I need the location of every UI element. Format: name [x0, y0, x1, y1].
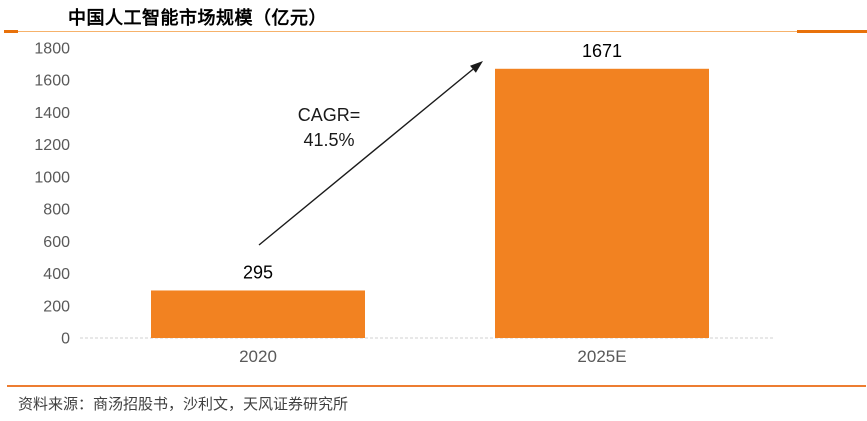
bar-2025E	[495, 68, 709, 339]
bar-2020	[151, 290, 365, 338]
y-axis-tick-label: 400	[43, 266, 70, 283]
source-note: 资料来源：商汤招股书，沙利文，天风证券研究所	[18, 396, 349, 413]
cagr-annotation-line-2: 41.5%	[303, 130, 354, 150]
bar-value-label: 1671	[582, 41, 622, 61]
cagr-annotation-line-1: CAGR=	[298, 105, 361, 125]
y-axis-tick-label: 0	[61, 331, 70, 348]
chart-title: 中国人工智能市场规模（亿元）	[68, 8, 327, 28]
y-axis-tick-label: 1800	[34, 41, 70, 58]
y-axis-tick-label: 1000	[34, 169, 70, 186]
y-axis-tick-label: 1600	[34, 73, 70, 90]
top-divider-line	[4, 31, 863, 32]
growth-arrow-line	[258, 68, 474, 246]
top-divider-accent-left	[4, 30, 18, 33]
y-axis-tick-label: 800	[43, 202, 70, 219]
growth-arrow-head	[470, 61, 483, 73]
x-axis-category-label: 2020	[239, 347, 277, 366]
bottom-divider	[7, 385, 866, 387]
y-axis-tick-label: 1400	[34, 105, 70, 122]
y-axis-tick-label: 600	[43, 234, 70, 251]
top-divider-accent-right	[797, 30, 867, 33]
x-axis-category-label: 2025E	[577, 347, 626, 366]
y-axis-tick-label: 200	[43, 298, 70, 315]
y-axis-tick-label: 1200	[34, 137, 70, 154]
bar-value-label: 295	[243, 262, 273, 282]
